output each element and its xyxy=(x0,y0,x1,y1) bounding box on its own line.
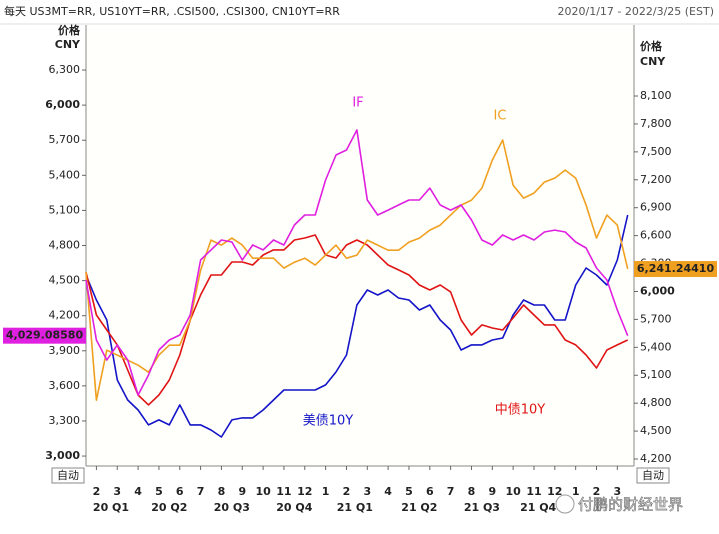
y2-tick-label: 7,800 xyxy=(640,117,672,130)
y-tick-label: 3,300 xyxy=(49,414,81,427)
series-name: IF xyxy=(352,96,363,111)
x-tick-label: 6 xyxy=(176,485,184,498)
x-tick-label: 2 xyxy=(593,485,601,498)
x-tick-label: 10 xyxy=(255,485,271,498)
y-tick-label: 6,000 xyxy=(45,98,80,111)
quarter-label: 21 Q2 xyxy=(401,501,437,514)
x-tick-label: 9 xyxy=(238,485,246,498)
x-tick-label: 2 xyxy=(93,485,101,498)
last-value-box xyxy=(634,261,717,278)
y-tick-label: 5,100 xyxy=(49,203,81,216)
x-tick-label: 8 xyxy=(468,485,476,498)
x-tick-label: 10 xyxy=(505,485,521,498)
button-frame[interactable] xyxy=(636,467,670,484)
y2-tick-label: 5,100 xyxy=(640,368,672,381)
series-line xyxy=(85,214,629,438)
y2-tick-label: 4,200 xyxy=(640,452,672,465)
chart-title: 每天 US3MT=RR, US10YT=RR, .CSI500, .CSI300… xyxy=(4,4,340,18)
auto-button-left[interactable]: 自动 xyxy=(51,467,85,484)
x-tick-label: 7 xyxy=(197,485,205,498)
last-value-label: 6,241.24410 xyxy=(637,262,715,275)
watermark: 付鹏的财经世界 xyxy=(578,496,683,514)
x-tick-label: 3 xyxy=(614,485,622,498)
last-value-label: 4,029.08580 xyxy=(6,329,84,342)
last-value-box xyxy=(3,327,86,344)
x-tick-label: 6 xyxy=(426,485,434,498)
y-tick-label: 6,300 xyxy=(49,63,81,76)
x-tick-label: 1 xyxy=(322,485,330,498)
series-name: 美债10Y xyxy=(303,414,354,429)
y-axis-unit: CNY xyxy=(55,38,81,51)
y2-tick-label: 7,500 xyxy=(640,145,672,158)
quarter-label: 21 Q1 xyxy=(337,501,373,514)
auto-button-right[interactable]: 自动 xyxy=(636,467,670,484)
series-name: IC xyxy=(494,109,507,124)
y2-tick-label: 6,900 xyxy=(640,201,672,214)
y2-tick-label: 4,800 xyxy=(640,396,672,409)
quarter-label: 21 Q4 xyxy=(520,501,556,514)
marks: 3,000 3,300 3,600 3,900 4,200 4,500 4,800 5,100… xyxy=(3,63,717,514)
y2-tick-label: 6,600 xyxy=(640,229,672,242)
y2-tick-label: 6,000 xyxy=(640,284,675,297)
quarter-label: 20 Q3 xyxy=(214,501,250,514)
series-line xyxy=(85,129,629,396)
y2-tick-label: 7,200 xyxy=(640,173,672,186)
x-tick-label: 8 xyxy=(218,485,226,498)
quarter-label: 21 Q3 xyxy=(464,501,500,514)
y-tick-label: 5,700 xyxy=(49,133,81,146)
x-tick-label: 9 xyxy=(488,485,496,498)
y2-axis-label: 价格 xyxy=(640,39,663,53)
button-label[interactable]: 自动 xyxy=(642,469,664,482)
y-tick-label: 3,600 xyxy=(49,379,81,392)
x-tick-label: 5 xyxy=(405,485,413,498)
watermark-group: 付鹏的财经世界 xyxy=(555,494,683,514)
x-tick-label: 1 xyxy=(572,485,580,498)
y2-tick-label: 5,700 xyxy=(640,312,672,325)
x-tick-label: 5 xyxy=(155,485,163,498)
y-tick-label: 4,500 xyxy=(49,274,81,287)
x-tick-label: 3 xyxy=(113,485,121,498)
x-tick-label: 2 xyxy=(343,485,351,498)
series-name: 中债10Y xyxy=(495,403,546,418)
x-tick-label: 3 xyxy=(363,485,371,498)
x-tick-label: 11 xyxy=(526,485,541,498)
date-range: 2020/1/17 - 2022/3/25 (EST) xyxy=(558,5,715,18)
quarter-label: 20 Q1 xyxy=(93,501,129,514)
y2-axis-unit: CNY xyxy=(640,55,666,68)
series-line xyxy=(85,234,629,406)
y-tick-label: 4,800 xyxy=(49,239,81,252)
y2-tick-label: 4,500 xyxy=(640,424,672,437)
watermark-icon xyxy=(555,494,575,514)
x-tick-label: 12 xyxy=(547,485,562,498)
x-tick-label: 4 xyxy=(134,485,142,498)
series-line xyxy=(85,139,629,401)
y2-tick-label: 8,100 xyxy=(640,89,672,102)
plot-area xyxy=(86,25,634,466)
x-tick-label: 11 xyxy=(276,485,291,498)
button-label[interactable]: 自动 xyxy=(57,469,79,482)
y-tick-label: 3,000 xyxy=(45,449,80,462)
x-tick-label: 4 xyxy=(384,485,392,498)
y-tick-label: 3,900 xyxy=(49,344,81,357)
y-tick-label: 4,200 xyxy=(49,309,81,322)
x-tick-label: 7 xyxy=(447,485,455,498)
button-frame[interactable] xyxy=(51,467,85,484)
quarter-label: 20 Q2 xyxy=(151,501,187,514)
quarter-label: 20 Q4 xyxy=(276,501,312,514)
y-axis-label: 价格 xyxy=(58,23,81,37)
y2-tick-label: 5,400 xyxy=(640,340,672,353)
x-tick-label: 12 xyxy=(297,485,312,498)
y-tick-label: 5,400 xyxy=(49,168,81,181)
